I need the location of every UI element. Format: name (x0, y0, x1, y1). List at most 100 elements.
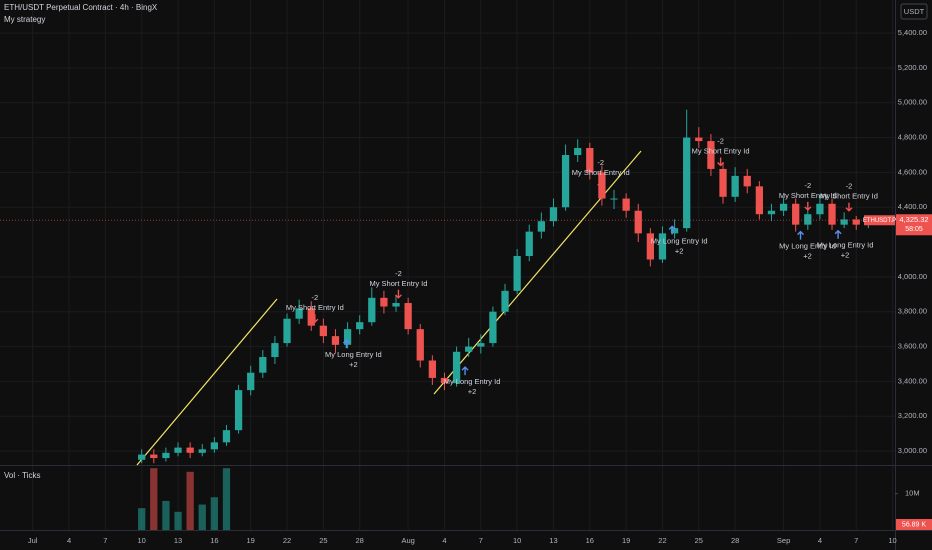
candle-body (477, 343, 485, 347)
candle-body (792, 203, 800, 225)
candle-body (331, 336, 340, 345)
signal-label: My Short Entry Id (286, 303, 344, 312)
candle-body (549, 207, 558, 222)
candle-body (404, 303, 412, 330)
chart-title: ETH/USDT Perpetual Contract · 4h · BingX (4, 3, 158, 12)
plot: My Short Entry Id-2My Long Entry Id+2My … (138, 109, 878, 530)
candle-body (622, 198, 630, 211)
candle-body (210, 442, 218, 450)
candle-body (259, 357, 267, 373)
candle-body (574, 148, 582, 155)
x-tick-label: 7 (479, 536, 483, 545)
candle-body (428, 360, 436, 378)
x-tick-label: 7 (103, 536, 107, 545)
signal-qty: +2 (841, 251, 850, 260)
candle-body (670, 228, 679, 234)
x-tick-label: 4 (818, 536, 822, 545)
volume-tag-bg (896, 519, 932, 530)
candle-body (658, 233, 667, 260)
signal-label: My Short Entry Id (572, 168, 630, 177)
candle-body (186, 447, 194, 453)
candle-body (174, 447, 182, 453)
volume-tag: 56.89 K (902, 521, 926, 528)
candle-body (804, 214, 812, 225)
candle-body (343, 329, 352, 345)
long-arrow (668, 225, 676, 235)
x-tick-label: 7 (854, 536, 858, 545)
x-tick-label: 13 (549, 536, 557, 545)
candle-body (755, 186, 763, 215)
candle-body (646, 233, 654, 260)
x-tick-label: 25 (319, 536, 327, 545)
candle-body (537, 221, 545, 232)
candle-body (440, 377, 449, 384)
signal-qty: -2 (312, 293, 319, 302)
candle-body (392, 303, 400, 307)
candle-body (368, 297, 376, 323)
candle-body (295, 308, 303, 319)
candle-body (707, 141, 715, 169)
currency-box[interactable] (900, 3, 928, 20)
candle-body (307, 308, 315, 326)
y-tick-label: 3,000.00 (898, 446, 927, 455)
grid (0, 0, 895, 530)
y-tick-label: 5,200.00 (898, 63, 927, 72)
long-arrow (834, 229, 842, 239)
signal-label: My Long Entry Id (325, 350, 382, 359)
candle-body (271, 343, 279, 358)
y-tick-label: 4,400.00 (898, 202, 927, 211)
candle-body (719, 168, 727, 197)
x-tick-label: 22 (658, 536, 666, 545)
y-tick-label: 4,000.00 (898, 272, 927, 281)
volume-bar (162, 500, 170, 530)
candle-body (731, 175, 739, 197)
strategy-name: My strategy (4, 15, 45, 24)
short-arrow (394, 289, 402, 299)
signal-label: My Short Entry Id (369, 279, 427, 288)
x-tick-label: 4 (67, 536, 71, 545)
trend-line (136, 298, 278, 466)
volume-bar (210, 497, 218, 530)
candle-body (561, 155, 570, 208)
volume-bar (186, 471, 194, 530)
last-price-tag-bg (896, 214, 932, 236)
signal-qty: +2 (675, 246, 684, 255)
short-arrow (311, 314, 319, 324)
candle-body (743, 175, 751, 187)
x-tick-label: 22 (283, 536, 291, 545)
x-tick-label: 19 (247, 536, 255, 545)
candle-body (513, 256, 521, 291)
candle-body (138, 454, 146, 460)
signal-label: My Long Entry Id (817, 241, 874, 250)
candle-body (840, 219, 848, 225)
volume-bar (222, 468, 231, 530)
candle-body (779, 203, 788, 211)
candle-body (198, 449, 206, 453)
x-tick-label: 10 (138, 536, 146, 545)
currency[interactable]: USDT (904, 7, 925, 16)
candle-body (162, 452, 170, 459)
signal-qty: -2 (717, 136, 724, 145)
signal-label: My Long Entry Id (651, 236, 708, 245)
candle-body (610, 198, 618, 200)
candle-body (683, 137, 691, 229)
candle-body (634, 210, 642, 234)
signal-label: My Long Entry Id (444, 377, 501, 386)
candle-body (222, 430, 231, 443)
candle-body (852, 219, 860, 225)
signal-qty: -2 (846, 182, 853, 191)
short-arrow (845, 202, 853, 212)
x-tick-label: 19 (622, 536, 630, 545)
candle-body (695, 137, 703, 142)
long-arrow (797, 230, 805, 240)
long-arrow (461, 366, 469, 376)
x-tick-label: 25 (695, 536, 703, 545)
x-tick-label: 10 (888, 536, 896, 545)
x-tick-label: 13 (174, 536, 182, 545)
volume-tick-label: 10M (905, 489, 920, 498)
y-tick-label: 4,600.00 (898, 167, 927, 176)
candle-body (465, 346, 473, 352)
candle-body (319, 325, 327, 337)
signal-qty: -2 (804, 181, 811, 190)
